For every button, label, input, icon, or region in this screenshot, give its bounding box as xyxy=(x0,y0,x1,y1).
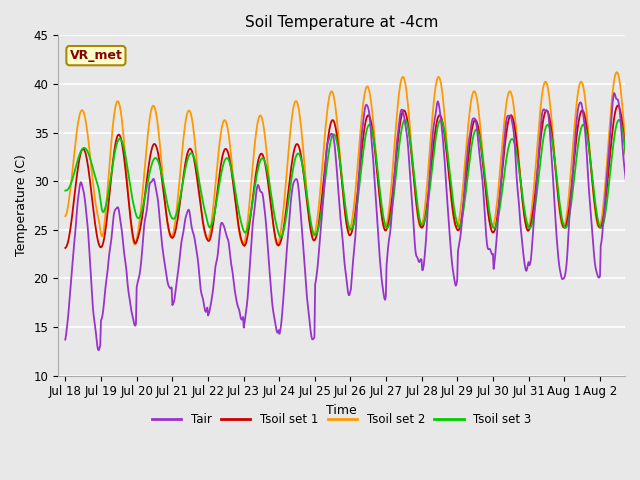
Text: VR_met: VR_met xyxy=(70,49,122,62)
Title: Soil Temperature at -4cm: Soil Temperature at -4cm xyxy=(245,15,438,30)
Y-axis label: Temperature (C): Temperature (C) xyxy=(15,155,28,256)
Legend: Tair, Tsoil set 1, Tsoil set 2, Tsoil set 3: Tair, Tsoil set 1, Tsoil set 2, Tsoil se… xyxy=(147,408,536,431)
X-axis label: Time: Time xyxy=(326,404,357,417)
